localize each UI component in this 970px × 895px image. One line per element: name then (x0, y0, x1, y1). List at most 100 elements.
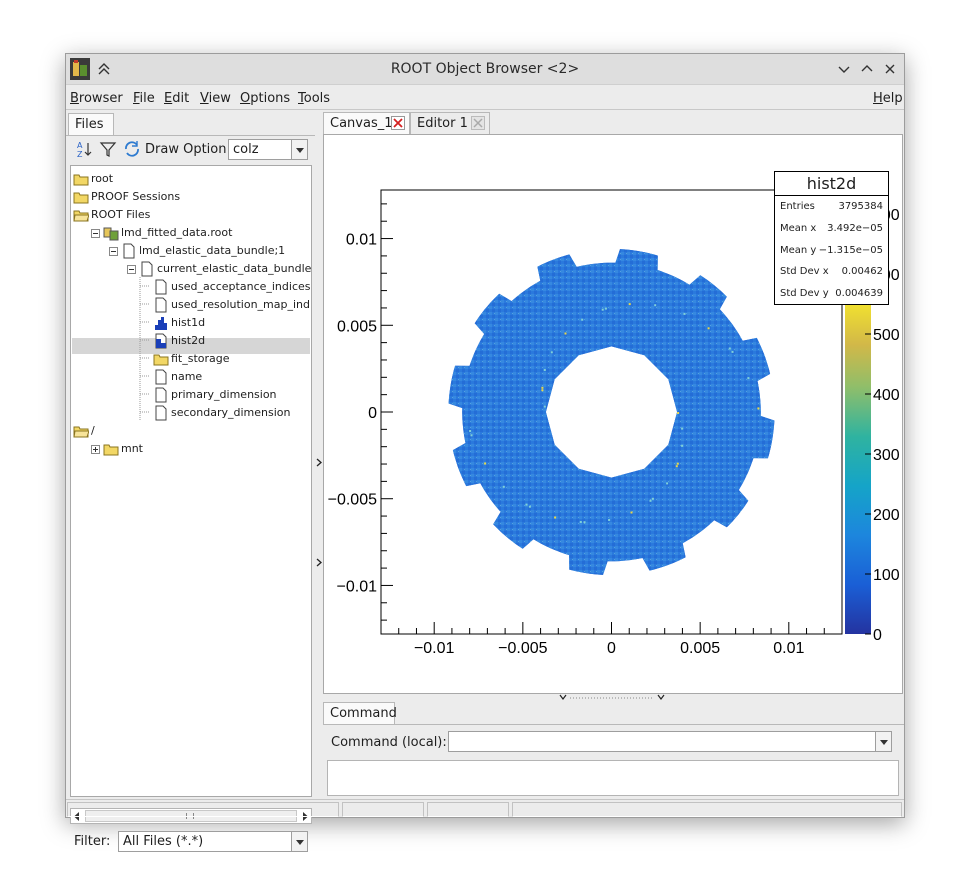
hot-bin (666, 482, 669, 485)
stats-row: Entries 3795384 (775, 196, 888, 218)
chevron-down-icon[interactable] (875, 732, 891, 751)
folder-icon (153, 354, 169, 366)
tree-item-label: mnt (121, 442, 143, 455)
hot-bin (541, 389, 544, 392)
expand-arrow-icon[interactable] (316, 558, 322, 567)
hot-bin (747, 377, 750, 380)
hot-bin (681, 427, 684, 430)
tree-item[interactable]: PROOF Sessions (73, 188, 311, 206)
root-app-icon[interactable] (70, 58, 90, 80)
hot-bin (525, 503, 528, 506)
menu-help[interactable]: Help (873, 91, 903, 106)
tree-connector-icon (139, 331, 150, 349)
tree-item[interactable]: ROOT Files (73, 206, 311, 224)
hot-bin (675, 465, 678, 468)
refresh-icon[interactable] (123, 140, 141, 158)
tree-connector-icon (139, 385, 150, 403)
document-icon (155, 387, 167, 403)
status-cell (512, 802, 902, 817)
stats-box: hist2d Entries 3795384 Mean x 3.492e−05 Mean… (774, 171, 889, 305)
browser-window: ROOT Object Browser <2> Browser File Edi… (65, 53, 905, 852)
hot-bin (731, 350, 734, 353)
horizontal-splitter[interactable] (558, 694, 668, 702)
status-cell (342, 802, 424, 817)
keep-above-icon[interactable] (96, 61, 112, 77)
stats-key: Std Dev y (780, 288, 829, 300)
tree-item-label: lmd_fitted_data.root (121, 226, 233, 239)
document-icon (155, 279, 167, 295)
tree-item-label: ROOT Files (91, 208, 151, 221)
plot-frame (380, 189, 843, 635)
tree-item[interactable]: name (139, 367, 311, 386)
tree-item[interactable]: primary_dimension (139, 385, 311, 404)
hot-bin (502, 485, 505, 488)
hot-bin (484, 462, 487, 465)
annulus-texture (448, 249, 775, 575)
collapse-toggle-icon[interactable] (127, 265, 136, 274)
heatmap-annulus (448, 249, 775, 575)
minimize-icon[interactable] (836, 61, 852, 77)
tab-close-icon[interactable] (471, 116, 485, 130)
x-tick-label: −0.005 (498, 640, 547, 657)
hist2d-plot[interactable]: −0.01 −0.005 0 0.005 0.01 −0.01 −0.005 0 0.005 0… (324, 135, 902, 693)
tab-close-icon[interactable] (391, 116, 405, 130)
tree-item-label: hist2d (171, 334, 206, 347)
menu-view[interactable]: View (200, 91, 231, 106)
folder-icon (73, 192, 89, 204)
tab-editor-label: Editor 1 (417, 116, 468, 131)
collapse-toggle-icon[interactable] (109, 247, 118, 256)
vertical-splitter[interactable] (315, 111, 323, 799)
menu-tools[interactable]: Tools (298, 91, 331, 106)
status-cell (427, 802, 509, 817)
status-bar (66, 799, 904, 818)
title-bar: ROOT Object Browser <2> (66, 54, 904, 85)
command-input[interactable] (448, 731, 892, 752)
close-icon[interactable] (882, 61, 898, 77)
tree-item[interactable]: used_resolution_map_indices (139, 295, 311, 314)
menu-options[interactable]: Options (240, 91, 291, 106)
tree-item[interactable]: lmd_elastic_data_bundle;1 (109, 242, 311, 260)
x-tick-label: 0 (607, 640, 616, 657)
tab-files[interactable]: Files (68, 113, 114, 135)
browser-toolbar: A Z Draw Option: colz (70, 136, 312, 164)
tree-item[interactable]: root (73, 170, 311, 188)
chevron-down-icon[interactable] (291, 140, 307, 159)
tree-item[interactable]: fit_storage (139, 349, 311, 368)
tree-item[interactable]: current_elastic_data_bundle (127, 260, 311, 278)
tree-item[interactable]: used_acceptance_indices (139, 277, 311, 296)
canvas-pad[interactable]: −0.01 −0.005 0 0.005 0.01 −0.01 −0.005 0 0.005 0… (323, 134, 903, 694)
hot-bin (541, 386, 544, 389)
tree-item[interactable]: mnt (91, 440, 311, 458)
menu-browser[interactable]: Browser (70, 91, 123, 106)
stats-title: hist2d (775, 172, 888, 196)
chevron-down-icon[interactable] (291, 832, 307, 851)
hot-bin (543, 369, 546, 371)
collapse-toggle-icon[interactable] (91, 229, 100, 238)
sort-az-icon[interactable]: A Z (76, 140, 94, 158)
draw-option-combo[interactable]: colz (228, 139, 308, 160)
hot-bin (676, 462, 679, 465)
tree-item[interactable]: hist1d (139, 313, 311, 332)
menu-file[interactable]: File (133, 91, 155, 106)
tree-item[interactable]: lmd_fitted_data.root (91, 224, 311, 242)
command-output[interactable] (327, 760, 899, 796)
hot-bin (757, 407, 760, 410)
folder-icon (73, 174, 89, 186)
tree-item-label: current_elastic_data_bundle (157, 262, 312, 275)
file-browser-panel: Files A Z Draw Option: colz (66, 111, 315, 852)
tab-canvas[interactable]: Canvas_1 (323, 112, 410, 134)
tree-item[interactable]: secondary_dimension (139, 403, 311, 422)
stats-row: Std Dev x 0.00462 (775, 261, 888, 283)
tab-command[interactable]: Command (323, 702, 397, 724)
filter-combo[interactable]: All Files (*.*) (118, 831, 308, 852)
filter-value: All Files (*.*) (123, 834, 204, 849)
collapse-arrow-icon[interactable] (316, 458, 322, 467)
tab-editor[interactable]: Editor 1 (410, 112, 490, 134)
stats-key: Entries (780, 201, 815, 212)
tree-item[interactable]: hist2d (139, 331, 311, 350)
maximize-icon[interactable] (859, 61, 875, 77)
menu-edit[interactable]: Edit (164, 91, 190, 106)
expand-toggle-icon[interactable] (91, 445, 100, 454)
tree-item[interactable]: / (73, 422, 311, 440)
filter-icon[interactable] (99, 140, 117, 158)
